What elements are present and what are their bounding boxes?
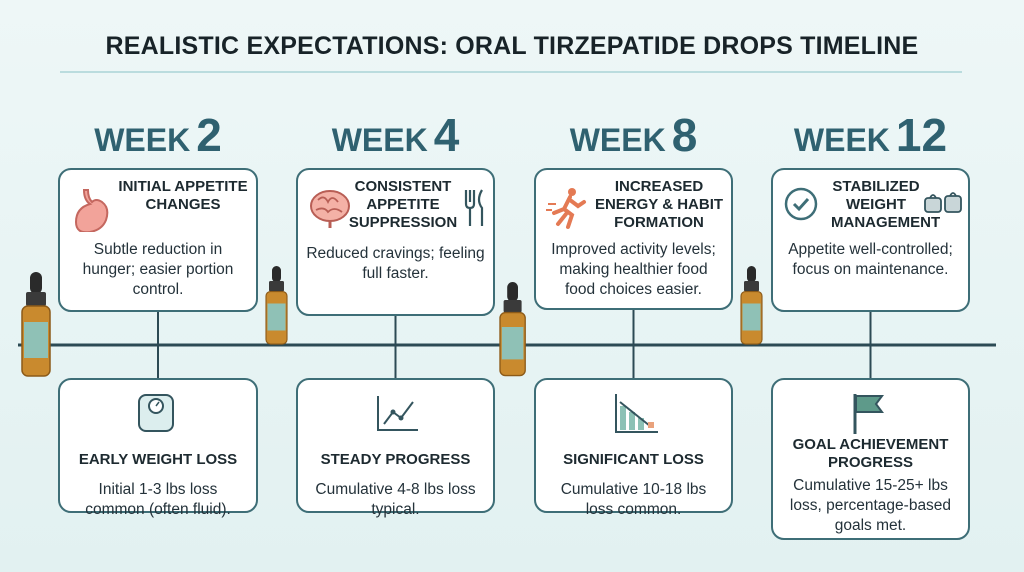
bottom-card-body: Initial 1-3 lbs loss common (often fluid…: [85, 481, 231, 518]
bottle-part: [269, 281, 284, 292]
bottom-icon-graphic: [614, 394, 658, 433]
week-word: WEEK: [793, 122, 890, 158]
bottom-icon: [374, 392, 422, 441]
bottom-card-body: Cumulative 4-8 lbs loss typical.: [315, 481, 476, 518]
top-icon-graphic: [784, 187, 818, 221]
top-icon-graphic: [546, 188, 586, 229]
top-icon: [70, 186, 116, 237]
week-number: 12: [895, 109, 948, 161]
top-icon-graphic: [74, 189, 109, 234]
bottle-part: [501, 327, 524, 360]
week-heading: WEEK 2: [38, 108, 278, 162]
week-word: WEEK: [569, 122, 666, 158]
week-number: 4: [433, 109, 460, 161]
top-card: [58, 168, 258, 312]
bottom-card: [534, 378, 733, 513]
top-icon-graphic: [310, 190, 350, 228]
bottom-card-title: SIGNIFICANT LOSS: [563, 451, 704, 468]
top-icon: [783, 186, 829, 237]
title: REALISTIC EXPECTATIONS: ORAL TIRZEPATIDE…: [105, 32, 919, 60]
bottom-icon-graphic: [376, 396, 418, 431]
bottom-card-title: EARLY WEIGHT LOSS: [78, 451, 238, 468]
top-icon: [308, 186, 354, 237]
dropper-bottle: [499, 282, 526, 377]
week-heading: WEEK 4: [276, 108, 516, 162]
bottom-card: [296, 378, 495, 513]
week-word: WEEK: [331, 122, 428, 158]
top-card-title: INITIAL APPETITE CHANGES: [118, 178, 248, 213]
top-card-body: Reduced cravings; feeling full faster.: [306, 245, 485, 282]
top-card-body: Subtle reduction in hunger; easier porti…: [82, 241, 234, 298]
bottom-card-title: STEADY PROGRESS: [320, 451, 471, 468]
week-number: 8: [671, 109, 698, 161]
bottle-part: [272, 266, 281, 283]
week-heading: WEEK 12: [751, 108, 991, 162]
bottle-part: [747, 266, 756, 283]
bottom-icon: [136, 392, 184, 441]
bottom-card-body: Cumulative 15-25+ lbs loss, percentage-b…: [789, 477, 952, 534]
bottle-part: [744, 281, 759, 292]
top-card-title: INCREASED ENERGY & HABIT FORMATION: [594, 178, 724, 231]
week-number: 2: [196, 109, 222, 161]
week-heading: WEEK 8: [514, 108, 754, 162]
bottom-icon-graphic: [853, 394, 884, 434]
week-word: WEEK: [94, 122, 191, 158]
bottle-part: [507, 282, 518, 302]
bottle-part: [503, 300, 522, 313]
bottle-part: [30, 272, 42, 294]
utensils-icon: [462, 188, 486, 233]
dropper-bottle: [21, 272, 51, 377]
top-card-title: STABILIZED WEIGHT MANAGEMENT: [831, 178, 941, 231]
top-card: [534, 168, 733, 310]
utensils-icon-graphic: [464, 189, 484, 226]
weights-icon: [921, 190, 965, 221]
bottle-part: [742, 303, 761, 331]
top-card-body: Appetite well-controlled; focus on maint…: [788, 241, 953, 278]
bottle-part: [267, 303, 286, 331]
top-card-title: CONSISTENT APPETITE SUPPRESSION: [348, 178, 458, 231]
dropper-bottle: [740, 266, 763, 345]
bottom-icon-graphic: [138, 394, 174, 432]
bottle-part: [24, 322, 48, 358]
bottom-icon: [849, 392, 897, 441]
bottom-icon: [612, 392, 660, 441]
bottom-card-body: Cumulative 10-18 lbs loss common.: [560, 481, 707, 518]
dropper-bottle: [265, 266, 288, 345]
top-card-body: Improved activity levels; making healthi…: [551, 241, 716, 298]
bottom-card-title: GOAL ACHIEVEMENT PROGRESS: [792, 436, 949, 471]
weights-icon-graphic: [924, 192, 962, 213]
top-icon: [546, 186, 592, 237]
bottle-part: [26, 292, 46, 306]
